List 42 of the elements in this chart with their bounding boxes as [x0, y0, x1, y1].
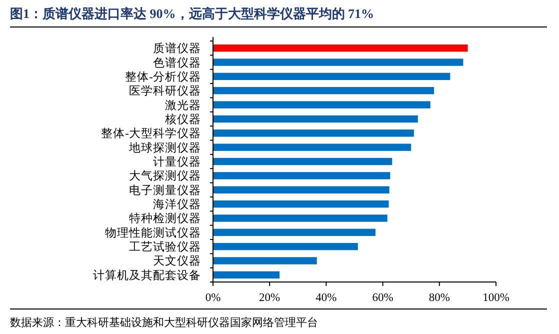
bar: [213, 186, 390, 194]
y-tick-label: 特种检测仪器: [129, 212, 201, 226]
source-note: 数据来源：重大科研基础设施和大型科研仪器国家网络管理平台: [10, 316, 318, 329]
y-tick-label: 色谱仪器: [153, 55, 201, 70]
bar: [213, 257, 317, 264]
bar: [213, 271, 280, 279]
bar: [213, 87, 434, 94]
x-tick-label: 100%: [482, 292, 510, 304]
bar: [213, 158, 392, 166]
y-tick-label: 计量仪器: [153, 156, 201, 168]
x-tick-label: 20%: [259, 292, 281, 304]
y-tick-label: 质谱仪器: [153, 41, 201, 56]
x-tick-label: 80%: [428, 292, 450, 304]
y-tick-label: 海洋仪器: [153, 198, 201, 212]
y-tick-label: 核仪器: [164, 112, 201, 126]
bar: [213, 101, 430, 108]
y-tick-label: 整体-分析仪器: [125, 70, 201, 84]
chart-title: 图1：质谱仪器进口率达 90%，远高于大型科学仪器平均的 71%: [10, 6, 374, 21]
y-tick-label: 整体-大型科学仪器: [101, 127, 201, 140]
bar: [213, 172, 390, 180]
bar: [213, 115, 418, 123]
y-tick-label: 物理性能测试仪器: [105, 226, 201, 240]
x-tick-label: 60%: [372, 292, 394, 304]
x-tick-label: 0%: [205, 292, 222, 304]
y-tick-label: 电子测量仪器: [129, 184, 201, 197]
bar: [213, 58, 464, 66]
bar: [213, 214, 388, 222]
y-tick-label: 天文仪器: [153, 254, 201, 268]
bar: [213, 144, 412, 151]
y-tick-label: 地球探测仪器: [128, 141, 201, 154]
bar: [213, 130, 414, 137]
y-tick-label: 激光器: [165, 98, 201, 112]
y-tick-label: 工艺试验仪器: [129, 240, 201, 254]
bar: [213, 200, 389, 208]
bar: [213, 72, 450, 80]
x-tick-label: 40%: [316, 292, 338, 304]
bar: [213, 242, 358, 250]
y-tick-label: 大气探测仪器: [129, 170, 201, 183]
y-tick-label: 计算机及其配套设备: [93, 268, 201, 282]
y-tick-label: 医学科研仪器: [129, 84, 201, 98]
bar: [213, 44, 468, 52]
bar: [213, 228, 376, 236]
